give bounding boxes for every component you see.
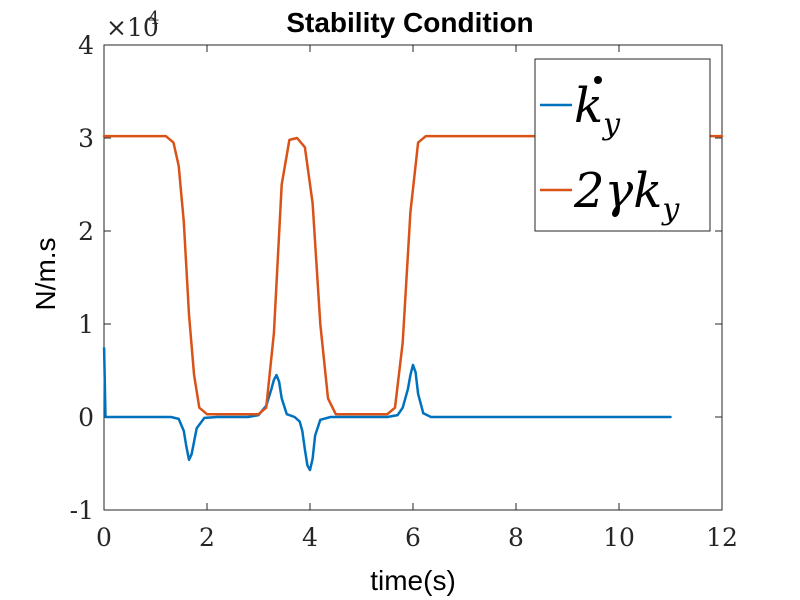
x-tick-label: 8 xyxy=(508,523,524,552)
series-line-2 xyxy=(102,134,724,416)
legend-derivative-dot xyxy=(594,76,602,84)
legend-label-main: k xyxy=(574,78,603,134)
x-tick-label: 2 xyxy=(199,523,215,552)
x-tick-label: 0 xyxy=(96,523,112,552)
x-tick-label: 10 xyxy=(603,523,635,552)
chart-title: Stability Condition xyxy=(286,7,533,38)
series-layer xyxy=(102,134,724,472)
y-tick-label: 4 xyxy=(78,31,94,60)
legend-label-1: ky xyxy=(574,78,621,142)
legend-label-subscript: y xyxy=(660,192,680,227)
y-tick-label: 2 xyxy=(78,217,94,246)
y-multiplier-exponent: 4 xyxy=(148,8,159,29)
x-tick-label: 4 xyxy=(302,523,318,552)
y-tick-label: -1 xyxy=(70,496,94,525)
y-axis-label: N/m.s xyxy=(30,237,61,310)
legend-box xyxy=(534,58,711,232)
series-line-1 xyxy=(102,346,672,472)
legend-label-subscript: y xyxy=(601,107,621,142)
y-axis-multiplier: ×10 4 xyxy=(106,8,159,42)
y-tick-label: 1 xyxy=(78,310,94,339)
x-axis-label: time(s) xyxy=(370,565,456,596)
legend-label-2: 2γky xyxy=(573,163,680,227)
y-tick-label: 0 xyxy=(78,403,94,432)
legend-label-main: 2γk xyxy=(573,163,662,219)
y-multiplier-base: ×10 xyxy=(106,13,159,42)
y-tick-label: 3 xyxy=(78,124,94,153)
x-tick-label: 12 xyxy=(706,523,738,552)
x-tick-label: 6 xyxy=(405,523,421,552)
